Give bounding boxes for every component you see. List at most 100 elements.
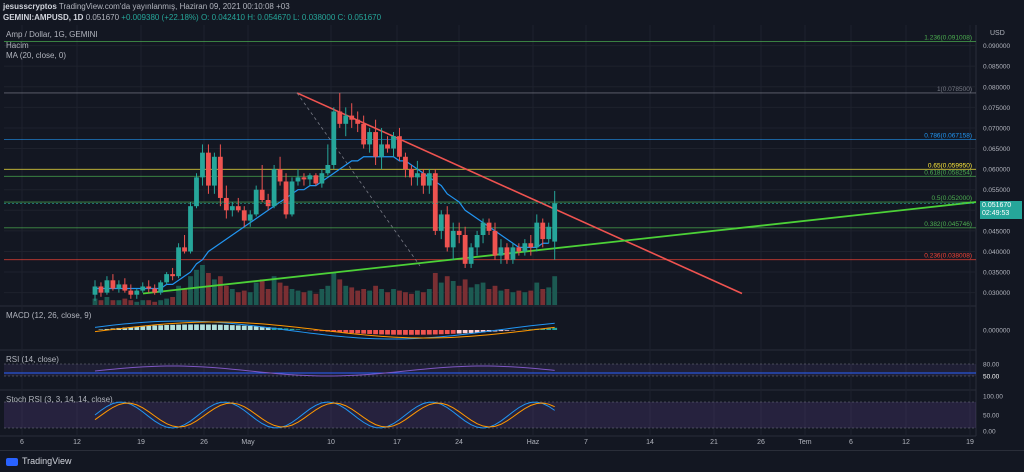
volume-bar (445, 276, 450, 305)
macd-histogram-bar (146, 326, 151, 330)
volume-bar (296, 291, 301, 305)
y-tick-label: 0.085000 (983, 64, 1010, 71)
candle-body (122, 284, 127, 290)
volume-bar (325, 286, 330, 305)
x-tick-label: 12 (902, 439, 910, 446)
footer: TradingView (0, 450, 1024, 472)
main-pane: 1.236(0.091008)1(0.078500)0.786(0.067158… (4, 34, 976, 305)
candle-body (511, 247, 516, 259)
y-tick-label: 0.075000 (983, 105, 1010, 112)
candle-body (481, 223, 486, 235)
fib-level-label: 0.236(0.038008) (924, 253, 972, 260)
candle-body (260, 190, 265, 200)
candle-body (200, 153, 205, 178)
volume-bar (188, 276, 193, 305)
volume-bar (128, 300, 133, 305)
macd-histogram-bar (445, 330, 450, 334)
candle-body (469, 247, 474, 263)
x-tick-label: 6 (849, 439, 853, 446)
macd-histogram-bar (427, 330, 432, 335)
rsi-tick-label: 80.00 (983, 362, 1000, 369)
macd-histogram-bar (373, 330, 378, 334)
x-tick-label: Haz (527, 439, 540, 446)
volume-bar (409, 294, 414, 305)
x-tick-label: 14 (646, 439, 654, 446)
candle-body (194, 177, 199, 206)
fib-level-label: 0.5(0.052000) (932, 195, 972, 202)
volume-bar (266, 289, 271, 305)
volume-bar (552, 276, 557, 305)
volume-bar (99, 300, 104, 305)
macd-title: MACD (12, 26, close, 9) (6, 311, 91, 320)
volume-bar (200, 265, 205, 305)
macd-histogram-bar (200, 324, 205, 330)
macd-histogram-bar (248, 326, 253, 330)
last-price: 0.051670 (982, 202, 1020, 210)
candle-body (499, 247, 504, 255)
volume-bar (469, 287, 474, 305)
volume-bar (487, 289, 492, 305)
candle-body (218, 157, 223, 198)
stoch-tick-label: 0.00 (983, 429, 996, 436)
candle-body (176, 247, 181, 276)
y-tick-label: 0.080000 (983, 84, 1010, 91)
macd-histogram-bar (182, 325, 187, 330)
volume-bar (146, 300, 151, 305)
macd-histogram-bar (439, 330, 444, 334)
volume-bar (140, 300, 145, 305)
volume-bar (170, 297, 175, 305)
volume-bar (397, 291, 402, 305)
candle-body (451, 231, 456, 247)
tradingview-logo[interactable]: TradingView (6, 456, 72, 466)
candle-body (146, 286, 151, 288)
countdown: 02:49:53 (982, 210, 1020, 218)
macd-histogram-bar (421, 330, 426, 335)
volume-bar (278, 283, 283, 305)
volume-bar (182, 289, 187, 305)
y-tick-label: 0.070000 (983, 125, 1010, 132)
x-tick-label: May (241, 439, 255, 446)
volume-bar (516, 291, 521, 305)
macd-histogram-bar (457, 330, 462, 334)
x-tick-label: 19 (137, 439, 145, 446)
price-chart[interactable]: 1.236(0.091008)1(0.078500)0.786(0.067158… (0, 0, 1024, 450)
candle-body (105, 280, 110, 292)
candle-body (463, 235, 468, 264)
macd-histogram-bar (379, 330, 384, 334)
x-tick-label: 19 (966, 439, 974, 446)
candle-body (302, 177, 307, 179)
rsi-tick-label: 50.00 (983, 374, 1000, 381)
x-tick-label: 6 (20, 439, 24, 446)
macd-tick-label: 0.000000 (983, 328, 1010, 335)
macd-histogram-bar (349, 330, 354, 333)
candle-body (415, 173, 420, 177)
volume-bar (475, 284, 480, 305)
fib-level-label: 0.382(0.045746) (924, 221, 972, 228)
rsi-pane (4, 364, 976, 376)
volume-bar (319, 289, 324, 305)
macd-histogram-bar (218, 325, 223, 330)
volume-bar (134, 302, 139, 305)
candle-body (475, 235, 480, 247)
stoch-title: Stoch RSI (3, 3, 14, 14, close) (6, 395, 113, 404)
macd-histogram-bar (99, 329, 104, 330)
macd-histogram-bar (212, 325, 217, 330)
candle-body (367, 132, 372, 144)
macd-histogram-bar (176, 325, 181, 330)
x-tick-label: 26 (757, 439, 765, 446)
volume-bar (111, 300, 116, 305)
main-title: Amp / Dollar, 1G, GEMINI (6, 30, 98, 39)
y-unit: USD (990, 30, 1005, 37)
macd-histogram-bar (254, 326, 259, 330)
macd-histogram-bar (224, 325, 229, 330)
candle-body (99, 286, 104, 292)
candle-body (457, 231, 462, 235)
volume-bar (272, 276, 277, 305)
volume-bar (302, 292, 307, 305)
candle-body (158, 282, 163, 292)
candle-body (308, 175, 313, 179)
volume-bar (499, 291, 504, 305)
volume-bar (385, 292, 390, 305)
candle-body (248, 214, 253, 220)
candle-body (134, 291, 139, 295)
